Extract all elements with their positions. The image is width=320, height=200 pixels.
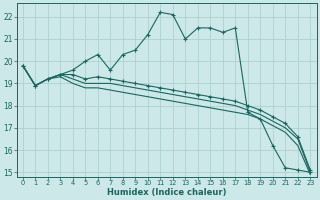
X-axis label: Humidex (Indice chaleur): Humidex (Indice chaleur): [107, 188, 226, 197]
